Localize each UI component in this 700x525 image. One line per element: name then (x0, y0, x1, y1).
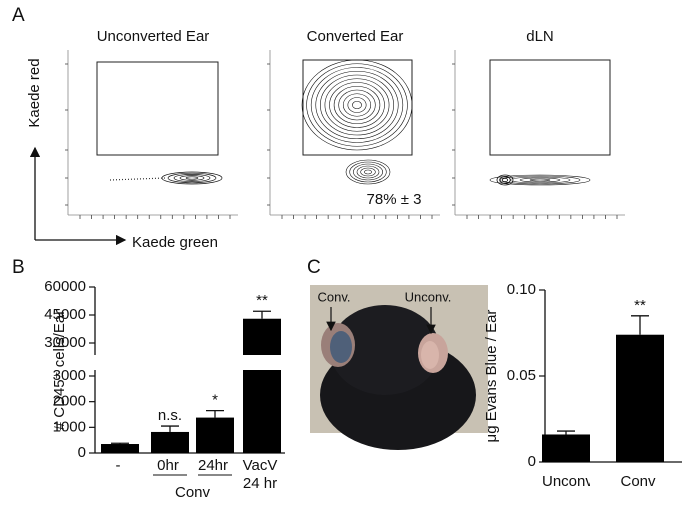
contour (347, 97, 367, 113)
x-tick-label-box: 24hr (197, 457, 229, 474)
y-tick-label: 3000 (53, 367, 86, 384)
contour (161, 171, 223, 185)
bar (101, 444, 139, 453)
bar (196, 417, 234, 453)
contour (173, 174, 211, 182)
y-axis-label: μg Evans Blue / Ear (483, 310, 500, 443)
bar (616, 334, 664, 462)
contour (320, 74, 394, 136)
contour (352, 100, 362, 110)
significance-label: * (212, 392, 218, 409)
x-tick-label-box: VacV 24 hr (242, 457, 278, 492)
y-tick-label: 45000 (44, 306, 86, 323)
x-tick-label: VacV 24 hr (242, 457, 278, 492)
x-tick-label: - (115, 457, 121, 474)
contour (324, 78, 390, 132)
contour (364, 169, 372, 175)
contour (489, 174, 591, 186)
contour (333, 85, 381, 125)
bar-upper (243, 318, 281, 355)
x-tick-label-box: - (115, 457, 121, 474)
y-tick-label: 1000 (53, 418, 86, 435)
y-axis-label: Kaede red (26, 58, 43, 127)
panel-label: C (307, 257, 321, 278)
photo-label: Conv. (318, 289, 351, 304)
y-tick-label: 0.05 (507, 367, 536, 384)
x-tick-label-box: Unconv (542, 473, 590, 490)
gate (302, 59, 413, 156)
contour (529, 178, 551, 182)
x-tick-label: Unconv (542, 473, 590, 490)
significance-label: n.s. (158, 407, 182, 424)
panel-label: A (12, 5, 25, 26)
x-tick-label: 24hr (197, 457, 229, 474)
ear-unconverted-inner (421, 341, 439, 369)
contour (342, 93, 372, 117)
panel-label: B (12, 257, 25, 278)
contour (496, 174, 514, 186)
group-label: Conv (175, 484, 211, 501)
contour (499, 176, 511, 184)
x-axis-label: Kaede green (132, 234, 218, 251)
ear-converted-inner (330, 331, 352, 363)
contour (301, 59, 413, 151)
bar (151, 431, 189, 453)
y-tick-label: 30000 (44, 334, 86, 351)
y-tick-label: 2000 (53, 393, 86, 410)
contour (310, 67, 404, 143)
mouse-head (330, 305, 440, 395)
plot-title: dLN (526, 28, 554, 45)
x-tick-label-box: 0hr (157, 457, 179, 474)
contour (329, 82, 385, 128)
contour (167, 172, 217, 184)
contour (353, 163, 383, 181)
contour (356, 165, 380, 179)
photo-label: Unconv. (405, 289, 452, 304)
contour (338, 89, 376, 121)
y-tick-label: 0 (528, 453, 536, 470)
contour (360, 167, 376, 177)
contour (345, 159, 391, 185)
population-tail (109, 177, 166, 181)
contour (306, 63, 408, 147)
contour (349, 161, 387, 183)
gate (489, 59, 611, 156)
bar (542, 434, 590, 462)
contour (185, 176, 199, 180)
significance-label: ** (634, 297, 646, 314)
contour (315, 70, 399, 140)
significance-label: ** (256, 292, 268, 309)
gate-annotation: 78% ± 3 (367, 191, 422, 208)
bar (243, 370, 281, 453)
y-tick-label: 0.10 (507, 281, 536, 298)
x-tick-label: Conv (620, 473, 656, 490)
plot-title: Unconverted Ear (97, 28, 210, 45)
contour (501, 177, 509, 183)
y-tick-label: 60000 (44, 278, 86, 295)
x-tick-label-box: Conv (620, 473, 656, 490)
y-axis-label: # CD45⁺ cells/Ear (51, 310, 68, 430)
y-tick-label: 0 (78, 444, 86, 461)
gate (96, 61, 219, 156)
contour (519, 177, 561, 183)
contour (179, 175, 205, 181)
plot-title: Converted Ear (307, 28, 404, 45)
x-tick-label: 0hr (157, 457, 179, 474)
